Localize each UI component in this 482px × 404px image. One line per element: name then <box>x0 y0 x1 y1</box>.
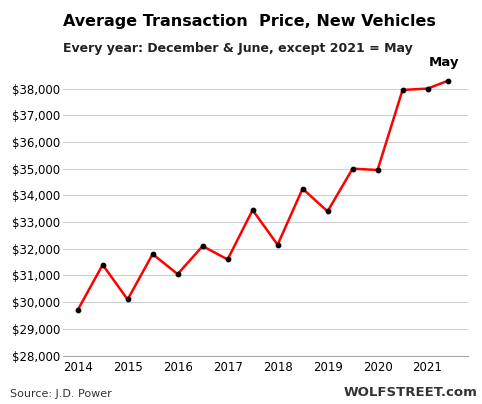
Text: Average Transaction  Price, New Vehicles: Average Transaction Price, New Vehicles <box>63 14 436 29</box>
Point <box>348 166 356 172</box>
Point <box>74 307 81 314</box>
Text: Source: J.D. Power: Source: J.D. Power <box>10 389 111 399</box>
Point <box>149 251 157 257</box>
Point <box>224 256 231 263</box>
Point <box>199 243 206 249</box>
Point <box>249 207 256 213</box>
Point <box>274 242 281 248</box>
Text: WOLFSTREET.com: WOLFSTREET.com <box>343 386 477 399</box>
Point <box>299 185 307 192</box>
Point <box>374 167 381 173</box>
Point <box>324 208 332 215</box>
Point <box>424 85 431 92</box>
Point <box>99 261 107 268</box>
Point <box>444 77 452 84</box>
Point <box>124 296 132 303</box>
Point <box>174 271 182 277</box>
Text: May: May <box>429 57 460 69</box>
Text: Every year: December & June, except 2021 = May: Every year: December & June, except 2021… <box>63 42 413 55</box>
Point <box>399 87 406 93</box>
